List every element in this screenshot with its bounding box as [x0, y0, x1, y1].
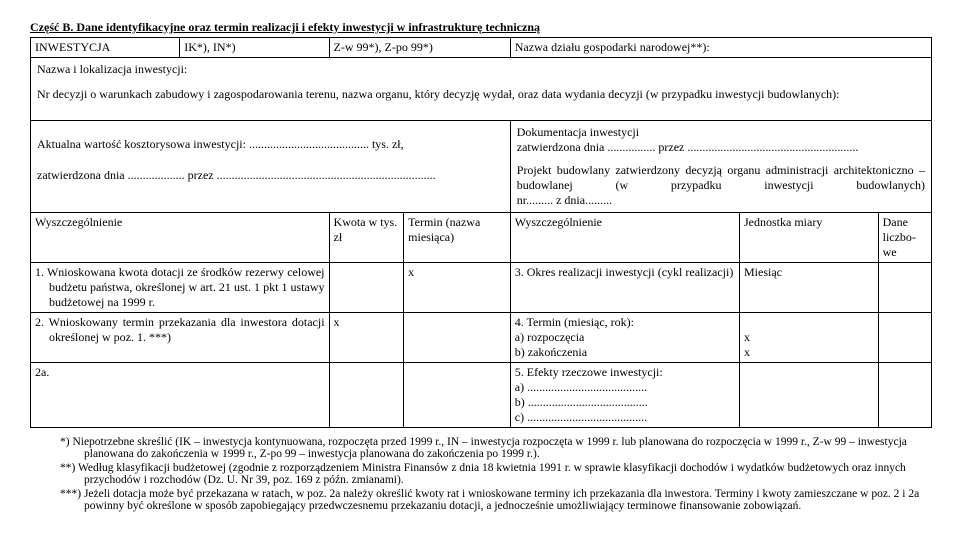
footnote-3: ***) Jeżeli dotacja może być przekazana …: [60, 488, 932, 512]
footnote-2: **) Według klasyfikacji budżetowej (zgod…: [60, 462, 932, 486]
cell-dokumentacja: Dokumentacja inwestycji zatwierdzona dni…: [510, 121, 931, 213]
label-nazwa-lok: Nazwa i lokalizacja inwestycji:: [37, 62, 925, 77]
cell-kwota-1: [329, 263, 404, 313]
text-poz5c: b) .....................................…: [515, 395, 735, 410]
cell-poz3: 3. Okres realizacji inwestycji (cykl rea…: [510, 263, 739, 313]
table-row: Aktualna wartość kosztorysowa inwestycji…: [31, 121, 932, 213]
cell-kosztorys: Aktualna wartość kosztorysowa inwestycji…: [31, 121, 511, 213]
cell-termin-1: x: [404, 263, 511, 313]
th-jednostka: Jednostka miary: [740, 213, 879, 263]
th-kwota: Kwota w tys. zł: [329, 213, 404, 263]
cell-dane-1: [878, 263, 931, 313]
th-termin: Termin (nazwa miesiąca): [404, 213, 511, 263]
text-poz5d: c) .....................................…: [515, 410, 735, 425]
text-poz4c: b) zakończenia: [515, 345, 735, 360]
table-row: 1. Wnioskowana kwota dotacji ze środków …: [31, 263, 932, 313]
cell-nazwa-lokalizacja: Nazwa i lokalizacja inwestycji: Nr decyz…: [31, 58, 932, 121]
th-wyszczegolnienie-2: Wyszczególnienie: [510, 213, 739, 263]
table-row: INWESTYCJA IK*), IN*) Z-w 99*), Z-po 99*…: [31, 38, 932, 58]
th-wyszczegolnienie-1: Wyszczególnienie: [31, 213, 330, 263]
table-row: 2a. 5. Efekty rzeczowe inwestycji: a) ..…: [31, 363, 932, 428]
text-poz2: 2. Wnioskowany termin przekazania dla in…: [35, 315, 325, 345]
cell-termin-3: [404, 363, 511, 428]
cell-inwestycja: INWESTYCJA: [31, 38, 180, 58]
cell-jm-1: Miesiąc: [740, 263, 879, 313]
table-row: Nazwa i lokalizacja inwestycji: Nr decyz…: [31, 58, 932, 121]
cell-poz4: 4. Termin (miesiąc, rok): a) rozpoczęcia…: [510, 313, 739, 363]
cell-dane-2: [878, 313, 931, 363]
cell-poz1: 1. Wnioskowana kwota dotacji ze środków …: [31, 263, 330, 313]
line-nr: nr......... z dnia.........: [517, 193, 925, 208]
line-zatwierdzona: zatwierdzona dnia ................... pr…: [37, 168, 504, 183]
cell-poz2a: 2a.: [31, 363, 330, 428]
table-row: 2. Wnioskowany termin przekazania dla in…: [31, 313, 932, 363]
text-poz5b: a) .....................................…: [515, 380, 735, 395]
table-header-row: Wyszczególnienie Kwota w tys. zł Termin …: [31, 213, 932, 263]
line-wartosc: Aktualna wartość kosztorysowa inwestycji…: [37, 137, 504, 152]
th-dane: Dane liczbo-we: [878, 213, 931, 263]
cell-zw: Z-w 99*), Z-po 99*): [329, 38, 510, 58]
cell-dane-3: [878, 363, 931, 428]
cell-kwota-2: x: [329, 313, 404, 363]
label-nr-decyzji: Nr decyzji o warunkach zabudowy i zagosp…: [37, 87, 925, 102]
text-jm2a: x: [744, 330, 874, 345]
text-jm2b: x: [744, 345, 874, 360]
line-dok1: Dokumentacja inwestycji: [517, 125, 925, 140]
line-dok2: zatwierdzona dnia ................ przez…: [517, 140, 925, 155]
text-poz1: 1. Wnioskowana kwota dotacji ze środków …: [35, 265, 325, 310]
footnotes: *) Niepotrzebne skreślić (IK – inwestycj…: [30, 436, 932, 512]
cell-poz5: 5. Efekty rzeczowe inwestycji: a) ......…: [510, 363, 739, 428]
cell-ikin: IK*), IN*): [180, 38, 329, 58]
cell-jm-2: x x: [740, 313, 879, 363]
form-table: INWESTYCJA IK*), IN*) Z-w 99*), Z-po 99*…: [30, 37, 932, 428]
footnote-1: *) Niepotrzebne skreślić (IK – inwestycj…: [60, 436, 932, 460]
cell-nazwa-dzialu: Nazwa działu gospodarki narodowej**):: [510, 38, 931, 58]
text-poz4b: a) rozpoczęcia: [515, 330, 735, 345]
line-projekt: Projekt budowlany zatwierdzony decyzją o…: [517, 163, 925, 193]
cell-jm-3: [740, 363, 879, 428]
cell-poz2: 2. Wnioskowany termin przekazania dla in…: [31, 313, 330, 363]
text-poz4a: 4. Termin (miesiąc, rok):: [515, 315, 735, 330]
section-heading: Część B. Dane identyfikacyjne oraz termi…: [30, 20, 932, 35]
text-poz5a: 5. Efekty rzeczowe inwestycji:: [515, 365, 735, 380]
cell-kwota-3: [329, 363, 404, 428]
cell-termin-2: [404, 313, 511, 363]
